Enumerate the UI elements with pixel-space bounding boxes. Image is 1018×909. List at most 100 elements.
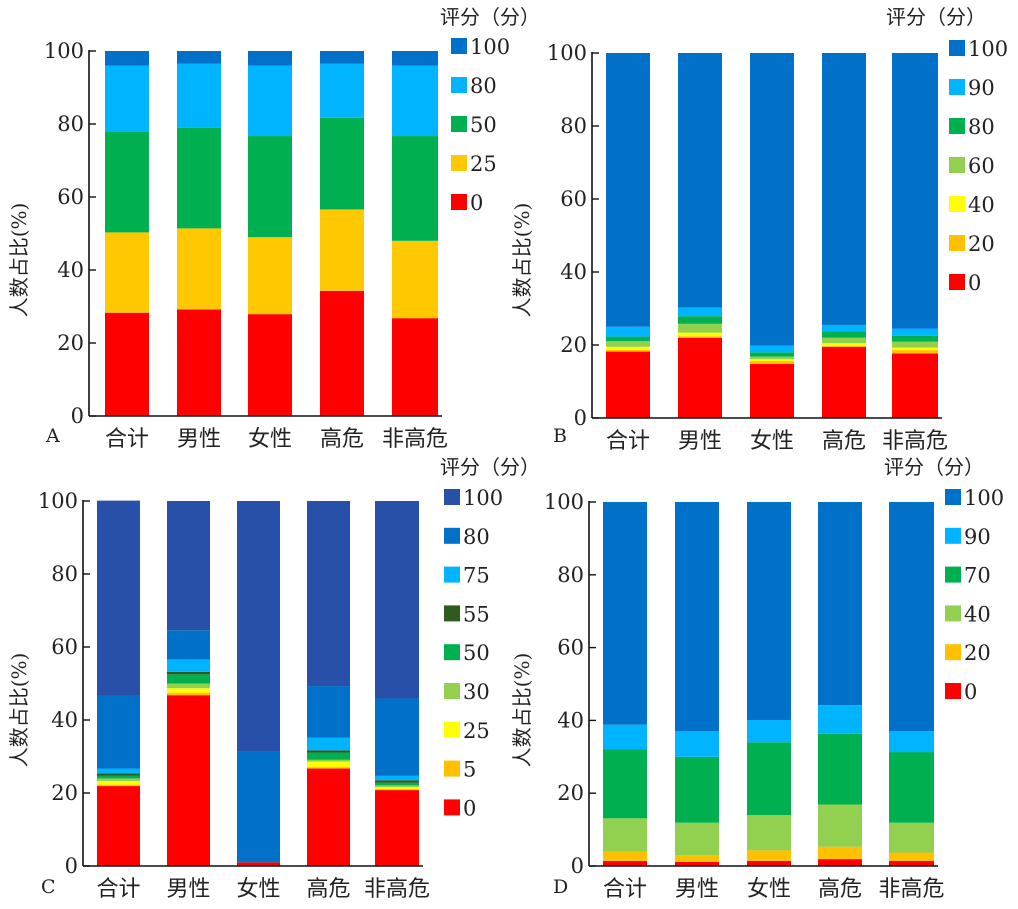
y-tick-label: 60 bbox=[557, 636, 584, 660]
bar-segment-score-75 bbox=[375, 775, 419, 781]
bar-stack-4 bbox=[889, 502, 934, 866]
legend-swatch-score-0 bbox=[451, 194, 467, 210]
bar-segment-score-90 bbox=[892, 328, 938, 336]
legend-swatch-score-50 bbox=[451, 116, 467, 132]
y-tick-label: 0 bbox=[571, 854, 584, 878]
bar-segment-score-40 bbox=[889, 822, 934, 853]
bar-segment-score-30 bbox=[375, 785, 419, 788]
y-tick-label: 20 bbox=[57, 331, 84, 355]
legend-title: 评分（分） bbox=[440, 455, 540, 479]
bar-stack-2 bbox=[750, 53, 794, 418]
panel-d: 合计 男性 女性 高危 非高危 0 20 40 60 80 100 人数占比(%) D 评分（分） 100 9… bbox=[510, 455, 1004, 902]
legend-label: 100 bbox=[470, 35, 510, 59]
bar-segment-score-5 bbox=[167, 692, 210, 696]
legend-label: 55 bbox=[463, 602, 490, 626]
bar-segment-score-90 bbox=[678, 307, 722, 317]
bar-segment-score-20 bbox=[678, 336, 722, 338]
bar-segment-score-55 bbox=[97, 773, 140, 776]
bar-segment-score-90 bbox=[818, 705, 862, 734]
legend-swatch-score-100 bbox=[945, 489, 961, 505]
bar-segment-score-100 bbox=[889, 502, 934, 732]
x-tick-label: 高危 bbox=[306, 877, 350, 902]
bar-segment-score-40 bbox=[678, 332, 722, 337]
bar-segment-score-25 bbox=[375, 787, 419, 789]
bar-segment-score-90 bbox=[675, 731, 719, 757]
panel-letter: C bbox=[41, 876, 56, 898]
bar-segment-score-20 bbox=[750, 361, 794, 364]
bar-segment-score-70 bbox=[675, 756, 719, 823]
bar-segment-score-0 bbox=[678, 337, 722, 418]
bar-segment-score-75 bbox=[167, 659, 210, 672]
y-tick-label: 20 bbox=[557, 781, 584, 805]
bar-segment-score-100 bbox=[248, 51, 292, 66]
y-tick-label: 40 bbox=[557, 708, 584, 732]
bar-segment-score-20 bbox=[889, 852, 934, 861]
bar-segment-score-0 bbox=[822, 346, 866, 418]
x-tick-label: 男性 bbox=[177, 427, 221, 452]
bar-segment-score-0 bbox=[675, 861, 719, 866]
x-tick-label: 非高危 bbox=[364, 877, 430, 902]
bar-segment-score-60 bbox=[606, 340, 650, 347]
legend: 评分（分） 100 90 80 60 40 20 0 bbox=[886, 5, 1008, 295]
bar-stack-2 bbox=[237, 501, 280, 866]
bar-segment-score-40 bbox=[818, 804, 862, 847]
legend-swatch-score-0 bbox=[444, 799, 460, 816]
legend-label: 0 bbox=[463, 796, 476, 820]
legend-swatch-score-30 bbox=[444, 683, 460, 699]
x-tick-label: 高危 bbox=[818, 877, 862, 902]
bar-stack-1 bbox=[177, 51, 221, 416]
bar-stack-0 bbox=[606, 53, 650, 418]
bar-segment-score-0 bbox=[248, 314, 292, 416]
legend: 评分（分） 100 80 50 25 0 bbox=[440, 5, 540, 215]
bar-segment-score-80 bbox=[177, 63, 221, 128]
bar-segment-score-0 bbox=[892, 353, 938, 418]
bar-segment-score-80 bbox=[320, 63, 364, 118]
x-tick-label: 高危 bbox=[320, 427, 364, 452]
bar-stack-0 bbox=[97, 500, 140, 866]
panel-a: 合计 男性 女性 高危 非高危 0 20 40 60 80 100 人数占比(%) A 评分（分） 100 8… bbox=[7, 5, 540, 452]
bar-segment-score-25 bbox=[320, 209, 364, 291]
bar-segment-score-90 bbox=[750, 345, 794, 353]
bar-segment-score-40 bbox=[892, 347, 938, 351]
bar-segment-score-100 bbox=[892, 53, 938, 329]
legend-label: 40 bbox=[968, 193, 995, 217]
bar-segment-score-0 bbox=[307, 768, 350, 866]
bar-segment-score-60 bbox=[822, 337, 866, 344]
bar-segment-score-80 bbox=[105, 65, 149, 132]
bar-segment-score-0 bbox=[606, 351, 650, 418]
x-tick-label: 女性 bbox=[248, 427, 292, 452]
bar-segment-score-50 bbox=[320, 117, 364, 210]
bar-segment-score-20 bbox=[606, 349, 650, 352]
legend-label: 90 bbox=[968, 76, 995, 100]
bar-stack-4 bbox=[892, 53, 938, 418]
bar-segment-score-55 bbox=[167, 671, 210, 675]
bar-segment-score-25 bbox=[105, 232, 149, 313]
bar-segment-score-80 bbox=[167, 630, 210, 660]
bar-segment-score-100 bbox=[105, 51, 149, 66]
legend-label: 5 bbox=[463, 758, 476, 782]
legend-swatch-score-20 bbox=[945, 644, 961, 661]
bar-segment-score-60 bbox=[750, 356, 794, 360]
legend-label: 20 bbox=[964, 641, 991, 665]
bar-stack-4 bbox=[392, 51, 438, 416]
legend-label: 80 bbox=[463, 525, 490, 549]
legend-swatch-score-40 bbox=[949, 196, 965, 212]
bar-segment-score-0 bbox=[167, 695, 210, 866]
bar-segment-score-20 bbox=[818, 846, 862, 860]
panel-b: 合计 男性 女性 高危 非高危 0 20 40 60 80 100 人数占比(%) B 评分（分） 100 9… bbox=[510, 5, 1008, 454]
panel-letter: A bbox=[45, 425, 60, 447]
bar-segment-score-25 bbox=[307, 761, 350, 768]
bar-segment-score-5 bbox=[97, 784, 140, 787]
legend-label: 100 bbox=[968, 37, 1008, 61]
legend-label: 25 bbox=[470, 152, 497, 176]
y-tick-label: 60 bbox=[57, 185, 84, 209]
bar-segment-score-80 bbox=[822, 331, 866, 338]
legend-swatch-score-90 bbox=[945, 527, 961, 544]
bar-segment-score-100 bbox=[675, 502, 719, 732]
y-tick-label: 60 bbox=[560, 187, 587, 211]
bar-segment-score-40 bbox=[747, 815, 791, 851]
legend-label: 30 bbox=[463, 680, 490, 704]
bar-segment-score-20 bbox=[603, 851, 647, 861]
bar-segment-score-80 bbox=[237, 751, 280, 863]
